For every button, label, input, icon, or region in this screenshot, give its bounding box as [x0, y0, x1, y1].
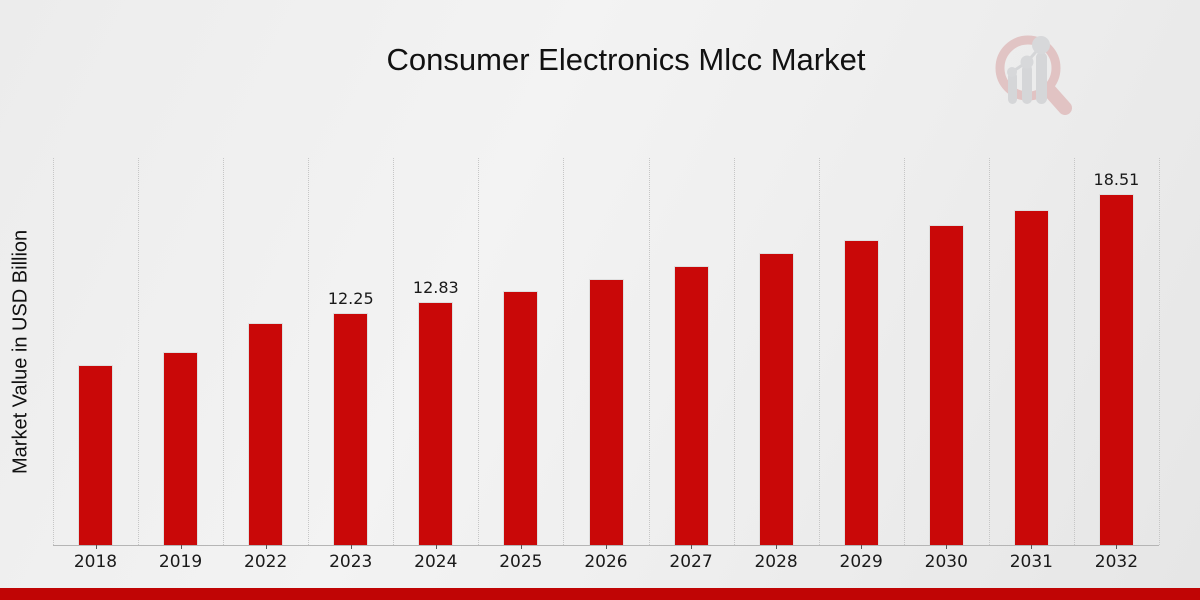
x-axis-label-2028: 2028	[754, 552, 798, 572]
bar-value-label: 18.51	[1093, 170, 1140, 190]
x-axis-label-2031: 2031	[1009, 552, 1053, 572]
vertical-gridline	[903, 158, 905, 545]
x-axis-tick	[1116, 545, 1118, 549]
bar-2026	[588, 278, 624, 545]
bar-chart-plot-area: 2018 2019 2022 12.25 2023 12.83 2024 2025 2026 20…	[53, 158, 1160, 572]
bar-2028	[758, 253, 794, 545]
vertical-gridline	[988, 158, 990, 545]
x-axis-label-2029: 2029	[839, 552, 883, 572]
vertical-gridline	[1073, 158, 1075, 545]
x-axis-tick	[776, 545, 778, 549]
bar-2029	[843, 239, 879, 545]
x-axis-label-2032: 2032	[1094, 552, 1139, 572]
bar-2019	[163, 351, 199, 545]
vertical-gridline	[1159, 158, 1160, 545]
x-axis-tick	[265, 545, 267, 549]
x-axis-label-2024: 2024	[414, 552, 458, 572]
x-axis-tick	[861, 545, 863, 549]
x-axis-tick	[1031, 545, 1033, 549]
x-axis-label-2027: 2027	[669, 552, 713, 572]
footer-red-bar	[0, 588, 1200, 600]
market-research-future-logo-icon	[992, 30, 1092, 125]
vertical-gridline	[733, 158, 735, 545]
x-axis-label-2025: 2025	[499, 552, 543, 572]
x-axis-label-2026: 2026	[584, 552, 628, 572]
bar-value-label: 12.83	[412, 277, 459, 297]
bar-2024	[418, 301, 454, 545]
vertical-gridline	[53, 158, 54, 545]
bar-2018	[78, 365, 114, 545]
vertical-gridline	[138, 158, 140, 545]
x-axis-label-2030: 2030	[924, 552, 968, 572]
vertical-gridline	[818, 158, 820, 545]
bar-2030	[928, 225, 964, 545]
x-axis-tick	[435, 545, 437, 549]
x-axis-label-2019: 2019	[158, 552, 203, 572]
vertical-gridline	[223, 158, 225, 545]
y-axis-label: Market Value in USD Billion	[9, 229, 32, 474]
x-axis-label-2023: 2023	[329, 552, 373, 572]
vertical-gridline	[393, 158, 395, 545]
vertical-gridline	[563, 158, 565, 545]
bar-2027	[673, 266, 709, 545]
x-axis-tick	[350, 545, 352, 549]
x-axis-tick	[946, 545, 948, 549]
bar-2023	[333, 312, 369, 545]
bar-2032	[1098, 194, 1134, 545]
bar-value-label: 12.25	[327, 288, 374, 308]
vertical-gridline	[308, 158, 310, 545]
chart-title: Consumer Electronics Mlcc Market	[386, 42, 866, 77]
x-axis-tick	[95, 545, 97, 549]
bar-2025	[503, 290, 539, 545]
vertical-gridline	[478, 158, 480, 545]
x-axis-tick	[606, 545, 607, 549]
x-axis-label-2022: 2022	[244, 552, 288, 572]
vertical-gridline	[648, 158, 650, 545]
x-axis-tick	[520, 545, 522, 549]
bar-2031	[1013, 210, 1049, 545]
x-axis-tick	[180, 545, 182, 549]
x-axis-tick	[691, 545, 693, 549]
x-axis-label-2018: 2018	[73, 552, 118, 572]
bar-2022	[248, 323, 284, 545]
